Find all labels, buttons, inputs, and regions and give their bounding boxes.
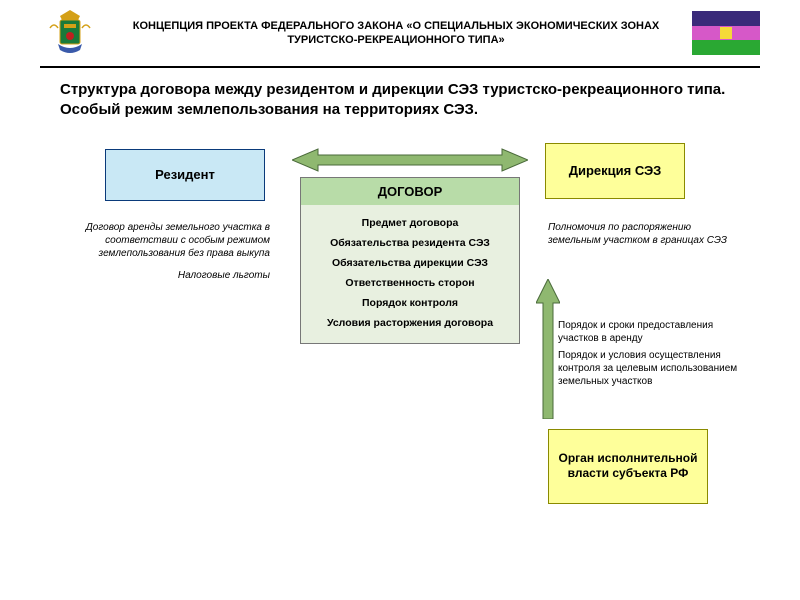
contract-item: Обязательства дирекции СЭЗ xyxy=(307,253,513,273)
note-left-lease: Договор аренды земельного участка в соот… xyxy=(60,221,270,260)
region-flag xyxy=(692,11,760,55)
note-left-tax: Налоговые льготы xyxy=(60,269,270,282)
note-right-authority: Полномочия по распоряжению земельным уча… xyxy=(548,221,743,247)
header: КОНЦЕПЦИЯ ПРОЕКТА ФЕДЕРАЛЬНОГО ЗАКОНА «О… xyxy=(0,0,800,62)
header-divider xyxy=(40,66,760,68)
contract-title: ДОГОВОР xyxy=(301,178,519,205)
contract-item: Ответственность сторон xyxy=(307,273,513,293)
diagram-area: Резидент Дирекция СЭЗ ДОГОВОР Предмет до… xyxy=(0,129,800,569)
contract-items: Предмет договораОбязательства резидента … xyxy=(301,205,519,343)
contract-item: Обязательства резидента СЭЗ xyxy=(307,233,513,253)
coat-of-arms-emblem xyxy=(40,8,100,58)
horizontal-double-arrow xyxy=(292,147,528,173)
vertical-up-arrow xyxy=(536,279,560,419)
organ-box: Орган исполнительной власти субъекта РФ xyxy=(548,429,708,504)
header-title: КОНЦЕПЦИЯ ПРОЕКТА ФЕДЕРАЛЬНОГО ЗАКОНА «О… xyxy=(120,19,672,48)
note-right-terms: Порядок и сроки предоставления участков … xyxy=(558,319,743,345)
contract-box: ДОГОВОР Предмет договораОбязательства ре… xyxy=(300,177,520,344)
page-subtitle: Структура договора между резидентом и ди… xyxy=(0,80,800,129)
resident-box: Резидент xyxy=(105,149,265,201)
direction-box: Дирекция СЭЗ xyxy=(545,143,685,199)
contract-item: Порядок контроля xyxy=(307,293,513,313)
contract-item: Условия расторжения договора xyxy=(307,313,513,333)
contract-item: Предмет договора xyxy=(307,213,513,233)
note-right-control: Порядок и условия осуществления контроля… xyxy=(558,349,743,388)
